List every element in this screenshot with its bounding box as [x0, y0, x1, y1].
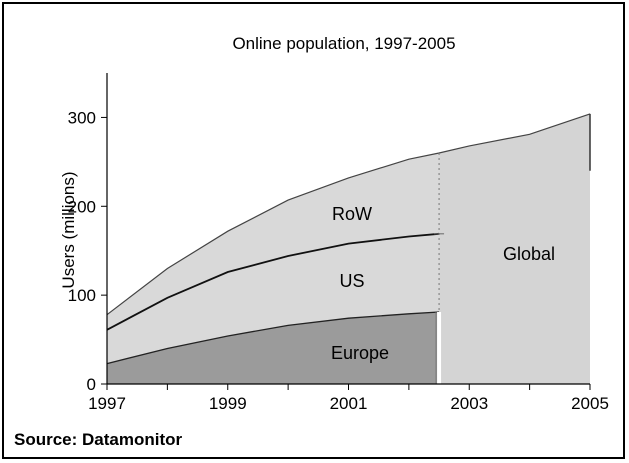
y-tick-label: 200: [68, 197, 96, 216]
y-tick-label: 100: [68, 286, 96, 305]
line-europe: [106, 311, 440, 365]
series-label-europe: Europe: [331, 343, 389, 363]
y-tick-label: 300: [68, 108, 96, 127]
series-lines: [106, 113, 591, 384]
x-tick-label: 2001: [330, 394, 368, 413]
area-global: [439, 113, 590, 385]
x-tick-label: 2003: [450, 394, 488, 413]
x-tick-label: 1997: [88, 394, 126, 413]
chart-title: Online population, 1997-2005: [232, 34, 455, 53]
tick-labels: 0 100 200 300 1997 1999 2001 2003 2005: [68, 108, 609, 413]
series-label-us: US: [339, 271, 364, 291]
series-areas: [107, 113, 590, 385]
y-tick-label: 0: [87, 375, 96, 394]
x-tick-label: 2005: [571, 394, 609, 413]
axes: [101, 73, 591, 390]
area-europe: [107, 312, 440, 384]
source-note: Source: Datamonitor: [14, 430, 183, 449]
x-tick-label: 1999: [209, 394, 247, 413]
series-label-row: RoW: [332, 204, 372, 224]
line-row-global: [106, 113, 591, 316]
series-label-global: Global: [503, 244, 555, 264]
line-us: [106, 232, 440, 331]
y-axis-label: Users (millions): [59, 171, 78, 288]
